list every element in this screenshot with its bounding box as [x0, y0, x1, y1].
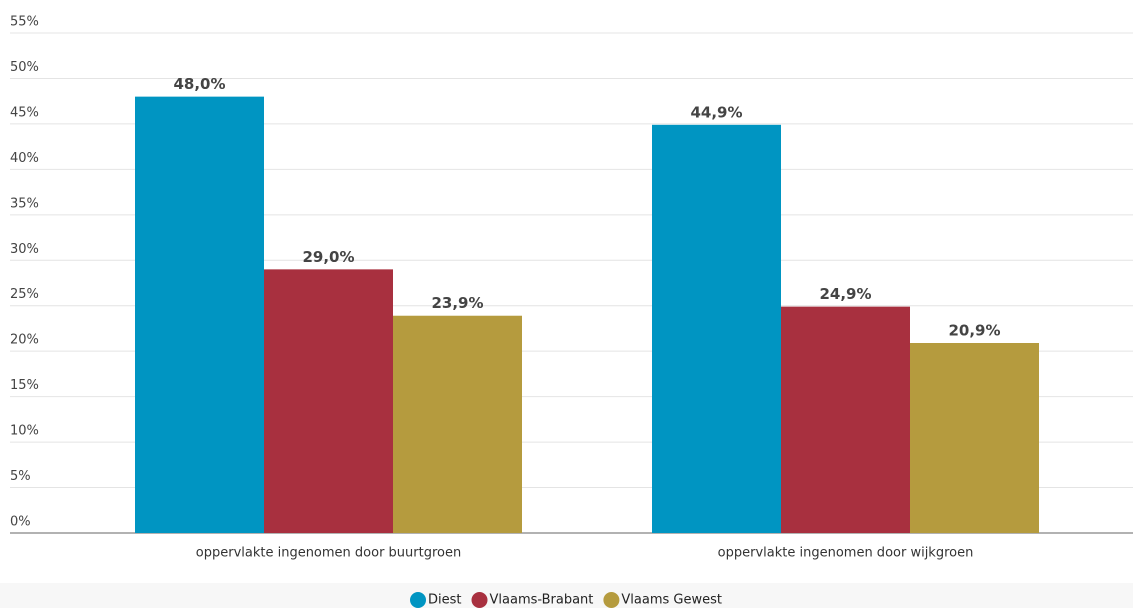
y-tick-label: 0% — [10, 515, 31, 530]
bar — [652, 124, 781, 534]
y-tick-label: 10% — [10, 424, 39, 439]
y-tick-label: 15% — [10, 378, 39, 393]
value-label: 44,9% — [690, 103, 742, 121]
bar — [910, 343, 1039, 533]
y-tick-label: 20% — [10, 333, 39, 348]
x-tick-label: oppervlakte ingenomen door wijkgroen — [718, 546, 974, 561]
y-tick-label: 55% — [10, 15, 39, 30]
y-tick-label: 5% — [10, 469, 31, 484]
bar — [135, 96, 264, 534]
value-label: 29,0% — [302, 248, 354, 266]
y-tick-label: 35% — [10, 196, 39, 211]
y-tick-label: 40% — [10, 151, 39, 166]
y-tick-label: 50% — [10, 60, 39, 75]
bar — [781, 306, 910, 533]
legend-marker — [603, 592, 620, 608]
y-tick-label: 25% — [10, 287, 39, 302]
legend-label: Vlaams Gewest — [621, 593, 722, 608]
value-label: 24,9% — [819, 285, 871, 303]
legend-label: Diest — [428, 593, 462, 608]
legend-label: Vlaams-Brabant — [490, 593, 594, 608]
legend-background — [0, 583, 1133, 608]
value-label: 48,0% — [173, 75, 225, 93]
x-tick-label: oppervlakte ingenomen door buurtgroen — [196, 546, 461, 561]
value-label: 20,9% — [948, 322, 1000, 340]
legend-marker — [410, 592, 427, 608]
y-tick-label: 30% — [10, 242, 39, 257]
bar — [264, 269, 393, 533]
bar — [393, 315, 522, 533]
legend-marker — [471, 592, 488, 608]
value-label: 23,9% — [431, 294, 483, 312]
y-tick-label: 45% — [10, 105, 39, 120]
